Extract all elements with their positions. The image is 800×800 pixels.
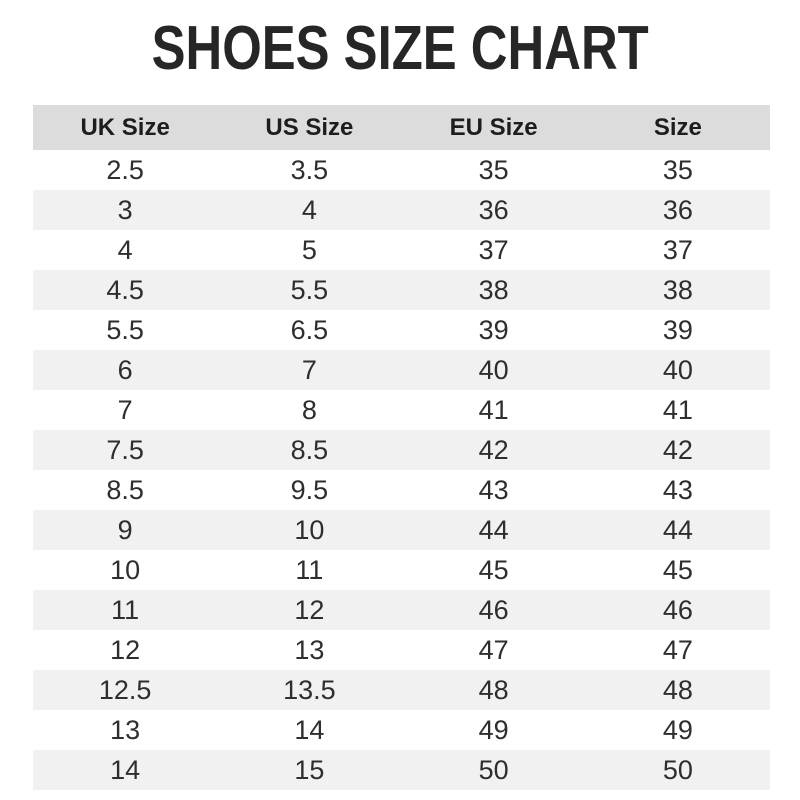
table-cell-size: 46 [662, 594, 693, 625]
table-cell-us-size: 5.5 [290, 274, 329, 305]
table-cell-uk-size: 14 [110, 754, 141, 785]
table-row: 4 5 37 37 [33, 230, 770, 270]
table-cell-eu-size: 48 [478, 674, 509, 705]
table-header: UK Size US Size EU Size Size [33, 105, 770, 150]
table-row: 13 14 49 49 [33, 710, 770, 750]
table-row: 11 12 46 46 [33, 590, 770, 630]
table-cell-size: 48 [662, 674, 693, 705]
table-cell-size: 50 [662, 754, 693, 785]
table-cell-eu-size: 44 [478, 514, 509, 545]
table-cell-uk-size: 2.5 [106, 154, 144, 185]
table-cell-size: 40 [662, 354, 693, 385]
table-cell-uk-size: 9 [117, 514, 133, 545]
table-cell-size: 37 [662, 234, 693, 265]
table-cell-eu-size: 46 [478, 594, 509, 625]
table-cell-eu-size: 35 [478, 154, 509, 185]
table-cell-eu-size: 39 [478, 314, 509, 345]
table-cell-us-size: 12 [294, 594, 325, 625]
table-cell-size: 49 [662, 714, 693, 745]
table-cell-eu-size: 49 [478, 714, 509, 745]
table-cell-uk-size: 5.5 [106, 314, 144, 345]
table-cell-eu-size: 41 [478, 394, 509, 425]
table-cell-size: 36 [662, 194, 693, 225]
table-cell-us-size: 14 [294, 714, 325, 745]
table-cell-size: 38 [662, 274, 693, 305]
table-cell-eu-size: 36 [478, 194, 509, 225]
table-row: 5.5 6.5 39 39 [33, 310, 770, 350]
title-container: SHOES SIZE CHART [0, 18, 800, 80]
table-row: 7 8 41 41 [33, 390, 770, 430]
table-cell-eu-size: 45 [478, 554, 509, 585]
table-cell-size: 47 [662, 634, 693, 665]
header-cell-eu-size: EU Size [401, 105, 586, 150]
table-cell-uk-size: 7.5 [106, 434, 144, 465]
table-cell-uk-size: 12 [110, 634, 141, 665]
table-row: 8.5 9.5 43 43 [33, 470, 770, 510]
table-cell-uk-size: 11 [111, 594, 140, 625]
table-cell-uk-size: 4.5 [106, 274, 144, 305]
header-cell-us-size: US Size [217, 105, 402, 150]
table-cell-uk-size: 13 [110, 714, 141, 745]
table-cell-us-size: 5 [301, 234, 317, 265]
table-cell-us-size: 9.5 [290, 474, 329, 505]
table-cell-size: 45 [662, 554, 693, 585]
table-cell-us-size: 6.5 [290, 314, 329, 345]
table-cell-size: 39 [662, 314, 693, 345]
table-row: 12.5 13.5 48 48 [33, 670, 770, 710]
table-row: 4.5 5.5 38 38 [33, 270, 770, 310]
table-cell-eu-size: 47 [478, 634, 509, 665]
table-cell-size: 42 [662, 434, 693, 465]
table-cell-uk-size: 4 [117, 234, 133, 265]
table-cell-uk-size: 6 [117, 354, 133, 385]
table-cell-eu-size: 40 [478, 354, 509, 385]
table-cell-size: 35 [662, 154, 693, 185]
table-cell-us-size: 13 [294, 634, 325, 665]
header-row: UK Size US Size EU Size Size [33, 105, 770, 150]
table-cell-eu-size: 37 [478, 234, 509, 265]
table-cell-eu-size: 50 [478, 754, 509, 785]
table-cell-eu-size: 43 [478, 474, 509, 505]
table-cell-eu-size: 42 [478, 434, 509, 465]
table-cell-us-size: 4 [301, 194, 317, 225]
table-body: 2.5 3.5 35 35 3 4 36 36 4 5 37 37 4.5 5.5 38 38 5.5 6.5 39… [33, 150, 770, 790]
table-row: 12 13 47 47 [33, 630, 770, 670]
table-cell-uk-size: 8.5 [106, 474, 144, 505]
table-row: 2.5 3.5 35 35 [33, 150, 770, 190]
table-row: 14 15 50 50 [33, 750, 770, 790]
table-cell-us-size: 15 [294, 754, 325, 785]
table-cell-size: 44 [662, 514, 693, 545]
table-row: 6 7 40 40 [33, 350, 770, 390]
table-cell-uk-size: 7 [117, 394, 133, 425]
table-cell-uk-size: 10 [110, 554, 141, 585]
table-row: 7.5 8.5 42 42 [33, 430, 770, 470]
table-row: 10 11 45 45 [33, 550, 770, 590]
size-chart-table: UK Size US Size EU Size Size 2.5 3.5 35 35 3 4 36… [33, 105, 770, 790]
table-cell-us-size: 7 [301, 354, 317, 385]
table-cell-us-size: 8.5 [290, 434, 329, 465]
table-row: 9 10 44 44 [33, 510, 770, 550]
table-cell-size: 41 [662, 394, 693, 425]
table-cell-uk-size: 12.5 [98, 674, 152, 705]
table-cell-us-size: 13.5 [283, 674, 336, 705]
header-cell-uk-size: UK Size [33, 105, 218, 150]
table-cell-us-size: 11 [295, 554, 324, 585]
table-cell-us-size: 8 [301, 394, 317, 425]
table-cell-uk-size: 3 [117, 194, 133, 225]
table-cell-eu-size: 38 [478, 274, 509, 305]
table-cell-size: 43 [662, 474, 693, 505]
table-cell-us-size: 10 [294, 514, 325, 545]
header-cell-size: Size [585, 105, 770, 150]
table-row: 3 4 36 36 [33, 190, 770, 230]
table-cell-us-size: 3.5 [290, 154, 329, 185]
page-title: SHOES SIZE CHART [151, 14, 649, 83]
